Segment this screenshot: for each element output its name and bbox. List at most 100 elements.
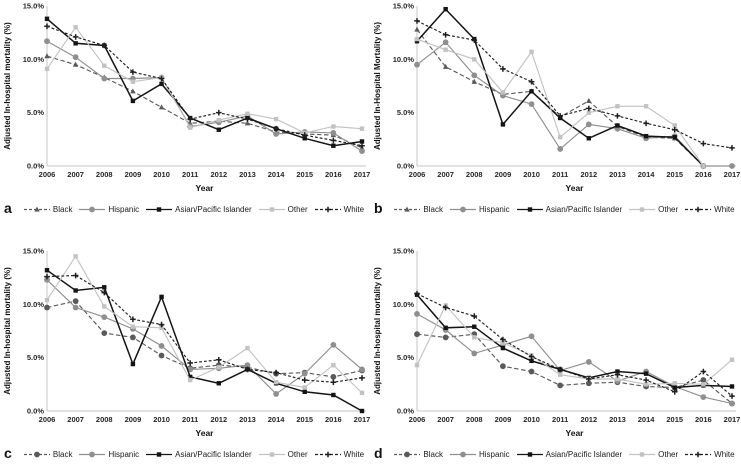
data-point-other <box>245 111 250 116</box>
series-line-other <box>46 255 363 394</box>
data-point-other <box>643 382 649 387</box>
legend-marker-glyph <box>460 206 466 212</box>
data-point-white <box>187 360 193 366</box>
data-point-other <box>102 304 107 309</box>
legend-label: Other <box>658 204 679 214</box>
legend-marker-circle-icon <box>23 451 50 457</box>
panel-letter: c <box>4 445 12 461</box>
data-point-hispanic <box>471 350 478 357</box>
data-point-asian-pacific-islander <box>729 384 735 389</box>
legend-label: White <box>343 204 365 214</box>
data-point-white <box>244 366 251 373</box>
data-point-other <box>586 110 592 115</box>
data-point-white <box>330 137 337 144</box>
data-point-white <box>130 69 136 75</box>
data-point-asian-pacific-islander <box>187 374 193 380</box>
data-point-white <box>330 379 337 385</box>
data-point-white <box>643 120 649 127</box>
data-point-black <box>585 380 592 387</box>
data-point-white <box>557 366 563 373</box>
data-point-white <box>614 113 621 119</box>
legend-label: Other <box>287 449 308 459</box>
panel-d-legend: Black Hispanic Asian/Pacific Islander Other… <box>394 450 735 459</box>
legend-marker-square-icon <box>516 206 543 212</box>
data-point-other <box>615 376 620 382</box>
x-tick-label: 2011 <box>552 170 568 179</box>
data-point-hispanic <box>359 366 365 373</box>
data-point-hispanic <box>101 75 108 82</box>
data-point-other <box>643 104 649 109</box>
data-point-white <box>216 357 222 363</box>
legend-marker-glyph <box>89 206 96 212</box>
x-tick-label: 2012 <box>580 170 597 179</box>
data-point-black <box>700 377 707 383</box>
legend-marker-square-icon <box>146 451 173 457</box>
y-tick-label: 5.0% <box>27 353 44 362</box>
legend-item-asian-pacific-islander: Asian/Pacific Islander <box>146 205 252 214</box>
series-line-white <box>416 293 733 397</box>
legend-marker-square-icon <box>629 206 656 212</box>
legend-item-white: White <box>314 204 365 214</box>
series-line-white <box>416 20 733 149</box>
data-point-asian-pacific-islander <box>500 345 506 351</box>
panel-b-legend: Black Hispanic Asian/Pacific Islander Other… <box>394 204 735 214</box>
data-point-white <box>528 78 535 85</box>
data-point-other <box>672 123 677 128</box>
legend-marker-square-icon <box>258 206 285 212</box>
data-point-asian-pacific-islander <box>443 7 448 12</box>
legend-marker-glyph <box>695 451 701 457</box>
x-tick-label: 2012 <box>210 415 227 424</box>
legend-marker-plus-icon <box>685 206 712 212</box>
x-tick-label: 2017 <box>354 170 370 179</box>
data-point-hispanic <box>442 39 449 46</box>
legend-item-black: Black <box>23 205 72 214</box>
x-tick-label: 2007 <box>67 415 84 424</box>
data-point-asian-pacific-islander <box>443 325 448 330</box>
data-point-white <box>700 140 707 147</box>
x-tick-label: 2007 <box>437 170 454 179</box>
panel-d-chart: 0.0% 5.0% 10.0% 15.0% 2006 2007 2008 2009 2010 20… <box>373 247 740 439</box>
legend-label: Hispanic <box>108 204 140 214</box>
data-point-hispanic <box>471 72 478 79</box>
legend-marker-circle-icon <box>79 206 106 212</box>
data-point-other <box>245 345 250 351</box>
data-point-black <box>442 334 449 341</box>
data-point-asian-pacific-islander <box>331 143 336 148</box>
legend-marker-square-icon <box>146 206 173 212</box>
x-axis-title: Year <box>566 428 585 438</box>
data-point-black <box>500 363 506 370</box>
legend-label: Black <box>423 204 443 214</box>
x-tick-label: 2016 <box>695 170 712 179</box>
data-point-black <box>586 97 592 104</box>
data-point-hispanic <box>359 148 365 154</box>
data-point-white <box>671 126 678 133</box>
data-point-white <box>500 336 506 343</box>
data-point-white <box>729 393 735 399</box>
legend-marker-glyph <box>269 206 274 212</box>
x-tick-label: 2006 <box>39 170 56 179</box>
legend-marker-triangle-icon <box>394 206 421 212</box>
data-point-asian-pacific-islander <box>302 136 307 141</box>
data-point-white <box>301 377 308 383</box>
data-point-hispanic <box>528 101 535 108</box>
legend-marker-glyph <box>527 206 532 212</box>
panel-b: 0.0% 5.0% 10.0% 15.0% 2006 2007 2008 2009 2010 20… <box>370 0 741 222</box>
data-point-asian-pacific-islander <box>643 133 649 139</box>
data-point-other <box>130 79 136 84</box>
data-point-hispanic <box>729 163 735 169</box>
x-tick-label: 2017 <box>354 415 370 424</box>
data-point-asian-pacific-islander <box>331 392 336 398</box>
x-tick-label: 2012 <box>580 415 597 424</box>
data-point-other <box>216 365 222 370</box>
y-tick-label: 5.0% <box>397 108 414 117</box>
data-point-black <box>244 120 251 126</box>
data-point-hispanic <box>244 362 251 369</box>
panel-a-legend-row: a Black Hispanic Asian/Pacific Islander Oth… <box>0 198 370 220</box>
y-tick-label: 15.0% <box>393 2 415 11</box>
data-point-white <box>643 377 649 383</box>
x-tick-label: 2013 <box>239 170 256 179</box>
data-point-other <box>672 381 677 386</box>
x-axis-title: Year <box>196 428 215 438</box>
data-point-white <box>471 313 478 319</box>
data-point-hispanic <box>273 391 279 397</box>
